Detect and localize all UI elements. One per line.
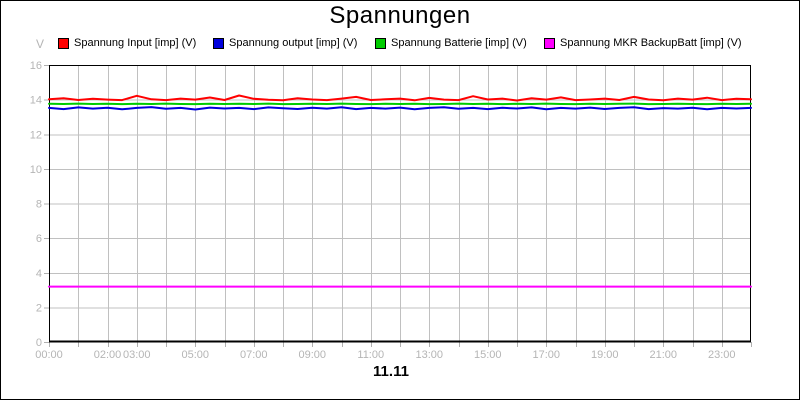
y-tick-label: 0	[36, 337, 42, 349]
y-axis-unit-label: V	[35, 37, 44, 51]
x-tick-label: 15:00	[474, 349, 502, 361]
legend-item-input: Spannung Input [imp] (V)	[58, 37, 196, 49]
x-axis-date-label: 11.11	[373, 363, 409, 380]
y-tick-label: 8	[36, 199, 42, 211]
legend-item-backupbatt: Spannung MKR BackupBatt [imp] (V)	[544, 37, 742, 49]
y-tick-label: 4	[36, 268, 42, 280]
legend-label-input: Spannung Input [imp] (V)	[74, 37, 197, 49]
legend-swatch-input	[58, 37, 69, 49]
legend-swatch-backupbatt	[544, 37, 555, 49]
y-tick-label: 14	[30, 95, 42, 107]
legend-item-output: Spannung output [imp] (V)	[213, 37, 357, 49]
x-tick-label: 07:00	[240, 349, 268, 361]
legend-swatch-batterie	[375, 37, 386, 49]
legend-label-batterie: Spannung Batterie [imp] (V)	[391, 37, 527, 49]
x-tick-label: 21:00	[649, 349, 677, 361]
y-tick-label: 16	[30, 60, 42, 72]
x-tick-label: 00:00	[35, 349, 63, 361]
series-line-2	[48, 102, 752, 106]
x-tick-label: 05:00	[181, 349, 209, 361]
chart-title: Spannungen	[329, 2, 471, 29]
x-tick-label: 02:00	[94, 349, 122, 361]
legend-item-batterie: Spannung Batterie [imp] (V)	[375, 37, 527, 49]
x-tick-label: 13:00	[415, 349, 443, 361]
x-tick-label: 23:00	[708, 349, 736, 361]
y-tick-label: 6	[36, 233, 42, 245]
x-tick-label: 03:00	[123, 349, 151, 361]
x-tick-label: 09:00	[298, 349, 326, 361]
y-tick-label: 10	[30, 164, 42, 176]
legend: Spannung Input [imp] (V) Spannung output…	[1, 37, 799, 51]
y-tick-label: 2	[36, 302, 42, 314]
legend-swatch-output	[213, 37, 224, 49]
y-tick-label: 12	[30, 129, 42, 141]
series-line-1	[48, 106, 752, 111]
series-line-0	[48, 94, 752, 102]
x-tick-label: 11:00	[357, 349, 384, 361]
legend-label-backupbatt: Spannung MKR BackupBatt [imp] (V)	[560, 37, 742, 49]
x-tick-label: 19:00	[591, 349, 619, 361]
legend-label-output: Spannung output [imp] (V)	[229, 37, 358, 49]
x-tick-label: 17:00	[532, 349, 560, 361]
